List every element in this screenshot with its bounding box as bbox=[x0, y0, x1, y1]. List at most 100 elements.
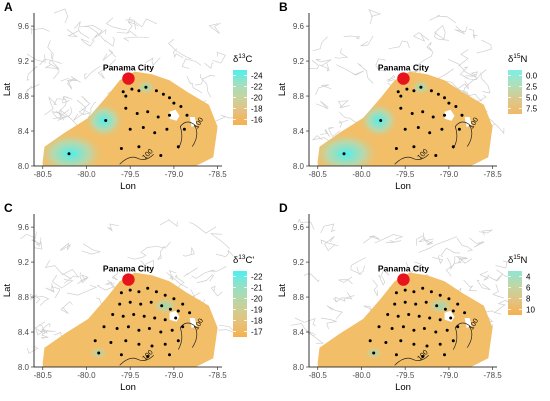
sample-point bbox=[149, 300, 153, 304]
sample-point bbox=[390, 327, 394, 330]
axes bbox=[33, 214, 222, 368]
y-tick-label: 8.4 bbox=[18, 127, 30, 136]
contour-label-east: 100 bbox=[468, 117, 480, 131]
panel-d: D100100Panama City-80.5-80.0-79.5-79.0-7… bbox=[277, 201, 535, 393]
sample-point bbox=[405, 87, 409, 91]
sample-point bbox=[443, 113, 446, 117]
sample-point bbox=[168, 307, 172, 311]
y-tick-label: 8.4 bbox=[293, 328, 305, 337]
sample-point bbox=[188, 311, 192, 315]
sample-point bbox=[428, 131, 432, 135]
sample-point bbox=[421, 110, 425, 114]
x-tick-label: -79.5 bbox=[396, 371, 415, 380]
x-tick-label: -80.0 bbox=[352, 170, 371, 179]
contour-line bbox=[394, 121, 473, 165]
sample-point bbox=[159, 330, 163, 334]
sample-point bbox=[463, 311, 467, 315]
sample-point bbox=[449, 316, 453, 320]
x-tick-label: -79.5 bbox=[121, 371, 140, 380]
legend-title: δ15N bbox=[508, 254, 528, 266]
panel-letter: A bbox=[4, 0, 13, 14]
sample-point bbox=[438, 318, 442, 322]
legend-entry-label: 5.0 bbox=[526, 94, 538, 103]
sample-point bbox=[102, 325, 106, 329]
legend-entry-label: 4 bbox=[526, 273, 531, 282]
sample-point bbox=[181, 302, 185, 306]
sample-point bbox=[429, 89, 433, 93]
city-label: Panama City bbox=[103, 63, 154, 73]
low-value-zones bbox=[88, 296, 197, 361]
sample-point bbox=[451, 145, 455, 149]
sample-point bbox=[443, 307, 447, 311]
legend-entry-label: 2.5 bbox=[526, 83, 538, 92]
sample-point bbox=[128, 127, 132, 131]
panama-city-marker bbox=[397, 273, 410, 286]
sample-point bbox=[137, 342, 141, 346]
sample-point bbox=[386, 313, 390, 316]
y-tick-label: 8.8 bbox=[18, 92, 30, 101]
x-axis-title: Lon bbox=[395, 181, 411, 192]
y-tick-label: 9.2 bbox=[293, 57, 305, 66]
sample-point bbox=[154, 290, 158, 294]
sample-point bbox=[176, 339, 180, 343]
sample-point bbox=[399, 106, 403, 110]
sample-point bbox=[428, 316, 432, 320]
sample-point bbox=[119, 147, 123, 150]
sample-point bbox=[115, 327, 119, 330]
y-tick-label: 9.2 bbox=[293, 258, 305, 267]
sample-point bbox=[393, 302, 397, 306]
x-tick-label: -79.0 bbox=[165, 170, 184, 179]
sample-point bbox=[172, 101, 176, 105]
sample-point bbox=[168, 113, 171, 117]
y-tick-label: 8.8 bbox=[18, 293, 30, 302]
sample-point bbox=[417, 314, 421, 318]
sample-point bbox=[410, 112, 414, 115]
sample-point bbox=[161, 92, 165, 96]
y-tick-label: 8.8 bbox=[293, 92, 305, 101]
interpolated-surface bbox=[317, 272, 493, 367]
y-axis-title: Lat bbox=[2, 83, 13, 97]
sample-point bbox=[401, 325, 405, 329]
sample-point bbox=[394, 147, 398, 150]
axes bbox=[33, 13, 222, 167]
sample-point bbox=[156, 115, 160, 119]
contour-line bbox=[119, 322, 198, 366]
legend-entry-label: 0.0 bbox=[526, 72, 538, 81]
x-tick-label: -80.5 bbox=[34, 170, 53, 179]
sample-point bbox=[160, 304, 164, 308]
sample-point bbox=[119, 291, 123, 295]
x-tick-label: -78.5 bbox=[484, 170, 503, 179]
sample-point bbox=[142, 314, 146, 318]
sample-point bbox=[128, 300, 132, 304]
sample-point bbox=[150, 344, 154, 348]
x-tick-label: -79.0 bbox=[440, 170, 459, 179]
sample-point bbox=[163, 293, 167, 297]
legend-entry-label: -18 bbox=[251, 105, 263, 114]
sample-point bbox=[421, 286, 425, 290]
sample-point bbox=[384, 341, 388, 344]
x-axis-title: Lon bbox=[395, 382, 411, 393]
panama-city-marker bbox=[122, 72, 135, 85]
sample-point bbox=[451, 309, 455, 313]
x-tick-label: -79.5 bbox=[396, 170, 415, 179]
low-value-zones bbox=[317, 79, 472, 166]
legend-entry-label: -20 bbox=[251, 94, 263, 103]
y-tick-label: 8.4 bbox=[18, 328, 30, 337]
legend-entry-label: -24 bbox=[251, 72, 263, 81]
contour-line bbox=[394, 322, 473, 366]
y-tick-label: 8.4 bbox=[293, 127, 305, 136]
legend-colorbar bbox=[508, 70, 522, 114]
sample-point bbox=[153, 316, 157, 320]
sample-point bbox=[394, 353, 398, 357]
y-tick-label: 9.6 bbox=[18, 223, 30, 232]
x-tick-label: -80.0 bbox=[77, 371, 96, 380]
panel-letter: B bbox=[279, 0, 288, 14]
sample-point bbox=[176, 145, 180, 149]
legend-entry-label: -19 bbox=[251, 306, 263, 315]
sample-point bbox=[181, 325, 185, 329]
sample-point bbox=[407, 313, 411, 316]
sample-point bbox=[132, 313, 136, 316]
legend-entry-label: -22 bbox=[251, 83, 263, 92]
